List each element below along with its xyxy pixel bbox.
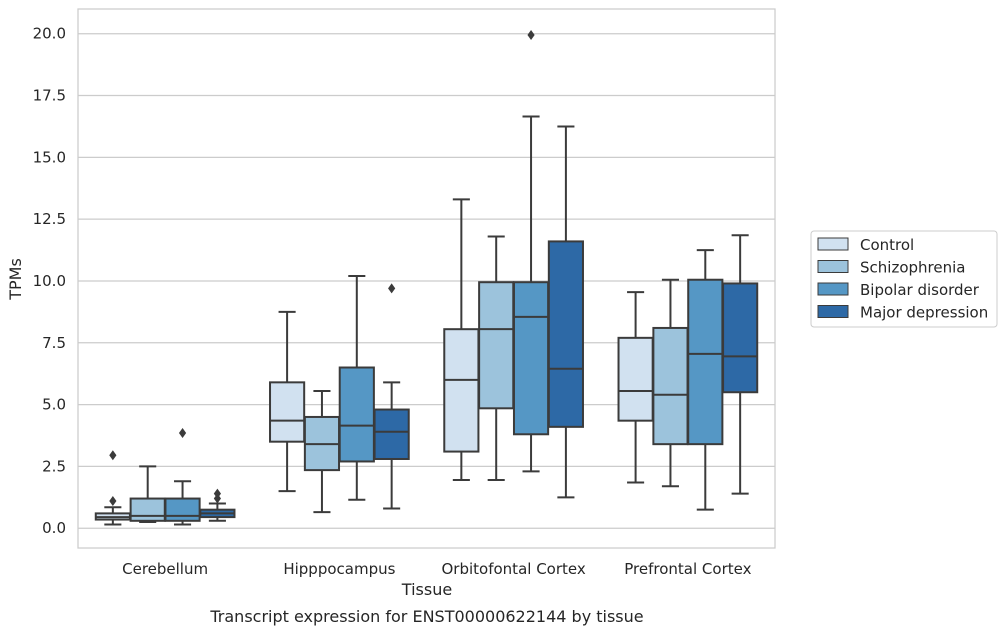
outlier-point [527, 29, 535, 40]
y-tick-label: 20.0 [33, 25, 66, 43]
y-tick-label: 2.5 [42, 457, 66, 475]
box-plots [94, 29, 759, 526]
legend-label: Major depression [860, 304, 988, 322]
legend-label: Control [860, 236, 914, 254]
box-schizophrenia [129, 465, 166, 524]
box-bipolar-disorder [687, 249, 724, 511]
x-tick-labels: Cerebellum Hipppocampus Orbitofontal Corte… [122, 560, 751, 578]
iqr-box [443, 328, 480, 453]
legend-swatch [817, 260, 849, 273]
iqr-box [617, 336, 654, 422]
plot-frame [77, 8, 776, 549]
box-bipolar-disorder [164, 428, 201, 526]
box-control [617, 291, 654, 484]
y-axis-label: TPMs [6, 258, 25, 301]
legend-label: Schizophrenia [860, 259, 965, 277]
iqr-box [652, 326, 689, 446]
box-schizophrenia [303, 389, 341, 514]
outlier-point [109, 496, 117, 507]
iqr-box [547, 240, 584, 428]
iqr-box [129, 497, 166, 522]
iqr-box [687, 278, 724, 446]
y-tick-label: 0.0 [42, 519, 66, 537]
y-tick-label: 5.0 [42, 396, 66, 414]
iqr-box [512, 281, 550, 436]
y-tick-label: 12.5 [33, 210, 66, 228]
box-schizophrenia [478, 235, 515, 482]
x-tick-label: Cerebellum [122, 560, 208, 578]
iqr-box [164, 497, 201, 522]
outlier-point [109, 450, 117, 461]
legend-swatch [817, 237, 849, 251]
box-major-depression [373, 283, 410, 510]
legend-swatch [817, 305, 849, 318]
iqr-box [338, 366, 375, 463]
iqr-box [373, 408, 410, 460]
iqr-box [269, 381, 306, 443]
x-tick-label: Hipppocampus [283, 560, 395, 578]
y-tick-label: 7.5 [42, 334, 66, 352]
legend: Control Schizophrenia Bipolar disorder Majo… [810, 230, 998, 328]
box-major-depression [199, 488, 236, 522]
grid-lines [78, 33, 775, 529]
legend-items: Control Schizophrenia Bipolar disorder Majo… [817, 236, 988, 322]
y-tick-labels: 0.0 2.5 5.0 7.5 10.0 12.5 15.0 17.5 20.0 [33, 25, 66, 537]
box-control [94, 450, 131, 526]
x-tick-label: Orbitofontal Cortex [442, 560, 586, 578]
box-control [269, 310, 306, 493]
y-tick-label: 10.0 [33, 272, 66, 290]
box-bipolar-disorder [338, 275, 375, 501]
box-control [443, 198, 480, 482]
box-bipolar-disorder [512, 29, 550, 473]
legend-frame [810, 230, 998, 328]
iqr-box [478, 281, 515, 410]
outlier-point [388, 283, 396, 294]
box-major-depression [722, 234, 759, 495]
y-tick-label: 15.0 [33, 148, 66, 166]
y-tick-label: 17.5 [33, 87, 66, 105]
legend-swatch [817, 282, 849, 296]
outlier-point [213, 488, 221, 499]
x-axis-label: Tissue [401, 580, 452, 599]
box-major-depression [547, 125, 584, 499]
outlier-point [178, 428, 187, 439]
x-tick-label: Prefrontal Cortex [624, 560, 751, 578]
iqr-box [722, 282, 759, 394]
legend-label: Bipolar disorder [860, 281, 980, 299]
chart-caption: Transcript expression for ENST0000062214… [209, 607, 643, 626]
box-schizophrenia [652, 278, 689, 488]
